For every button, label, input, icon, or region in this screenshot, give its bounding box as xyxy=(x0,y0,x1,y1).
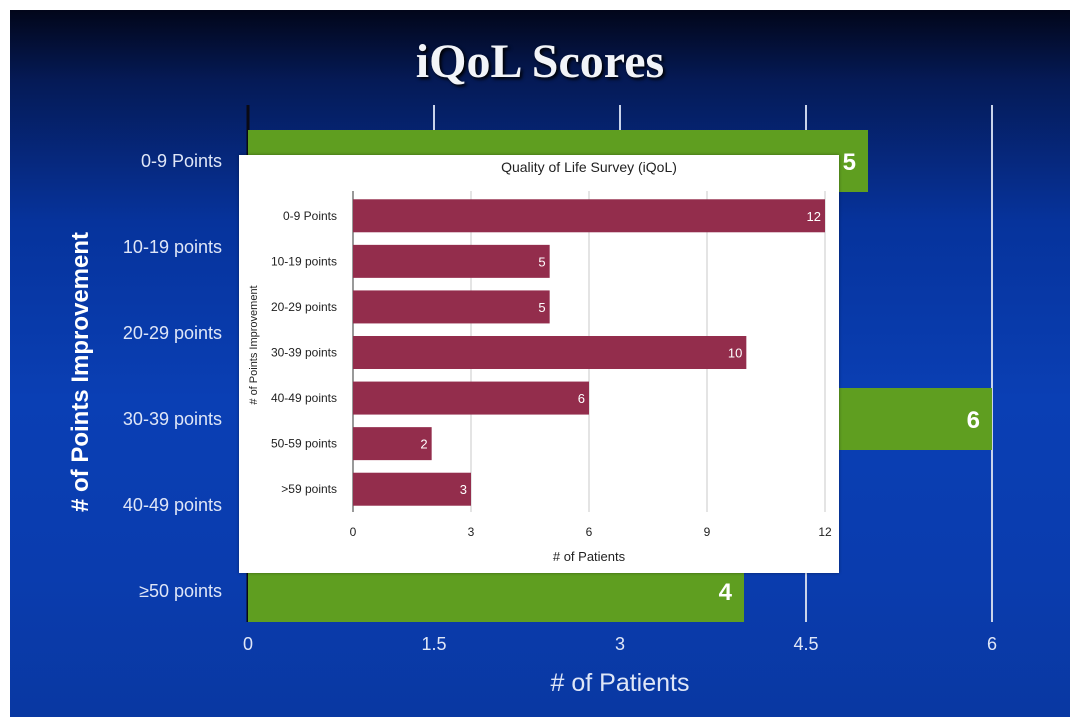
background-category-label-10-19-points: 10-19 points xyxy=(123,237,222,257)
inset-chart-title: Quality of Life Survey (iQoL) xyxy=(501,159,677,175)
inset-bar-59-points xyxy=(353,472,471,506)
inset-bar-10-19-points xyxy=(353,244,550,278)
inset-category-label-20-29-points: 20-29 points xyxy=(271,300,337,314)
inset-x-tick-label: 12 xyxy=(818,525,832,539)
inset-x-tick-label: 9 xyxy=(704,525,711,539)
background-x-tick-label: 0 xyxy=(243,634,253,654)
background-x-tick-label: 1.5 xyxy=(421,634,446,654)
inset-x-tick-label: 3 xyxy=(468,525,475,539)
background-value-label-50-points: 4 xyxy=(719,579,733,606)
background-x-tick-label: 3 xyxy=(615,634,625,654)
background-category-label-30-39-points: 30-39 points xyxy=(123,409,222,429)
inset-bar-40-49-points xyxy=(353,381,589,415)
inset-category-label-50-59-points: 50-59 points xyxy=(271,437,337,451)
inset-value-label-20-29-points: 5 xyxy=(538,300,545,315)
background-value-label-0-9-points: 5 xyxy=(843,149,856,176)
inset-category-label-10-19-points: 10-19 points xyxy=(271,254,337,268)
background-category-label-50-points: ≥50 points xyxy=(139,581,222,601)
background-x-tick-label: 4.5 xyxy=(793,634,818,654)
inset-chart-card: Quality of Life Survey (iQoL) 12 5 5 10 6 2 3 … xyxy=(239,155,839,573)
background-x-tick-label: 6 xyxy=(987,634,997,654)
background-value-label-30-39-points: 6 xyxy=(967,407,980,434)
inset-value-label-10-19-points: 5 xyxy=(538,254,545,269)
inset-value-label-30-39-points: 10 xyxy=(728,346,742,361)
inset-category-label-0-9-points: 0-9 Points xyxy=(283,209,337,223)
background-category-label-0-9-points: 0-9 Points xyxy=(141,151,222,171)
inset-y-axis-label: # of Points Improvement xyxy=(248,285,260,404)
inset-bar-50-59-points xyxy=(353,427,432,461)
background-x-axis-label: # of Patients xyxy=(551,669,690,697)
background-category-label-20-29-points: 20-29 points xyxy=(123,323,222,343)
inset-category-label-30-39-points: 30-39 points xyxy=(271,346,337,360)
inset-bar-20-29-points xyxy=(353,290,550,324)
inset-value-label-59-points: 3 xyxy=(460,482,467,497)
inset-value-label-40-49-points: 6 xyxy=(578,391,585,406)
slide-title: iQoL Scores xyxy=(415,35,665,88)
background-y-axis-label: # of Points Improvement xyxy=(67,232,94,512)
inset-bar-0-9-points xyxy=(353,199,825,233)
inset-category-label-59-points: >59 points xyxy=(281,482,337,496)
inset-category-label-40-49-points: 40-49 points xyxy=(271,391,337,405)
inset-chart: Quality of Life Survey (iQoL) 125510623 … xyxy=(248,159,832,564)
inset-x-axis-label: # of Patients xyxy=(553,549,626,564)
inset-value-label-50-59-points: 2 xyxy=(420,437,427,452)
inset-value-label-0-9-points: 12 xyxy=(807,209,821,224)
background-category-label-40-49-points: 40-49 points xyxy=(123,495,222,515)
inset-bar-30-39-points xyxy=(353,336,747,369)
inset-x-tick-label: 0 xyxy=(350,525,357,539)
inset-x-tick-label: 6 xyxy=(586,525,593,539)
